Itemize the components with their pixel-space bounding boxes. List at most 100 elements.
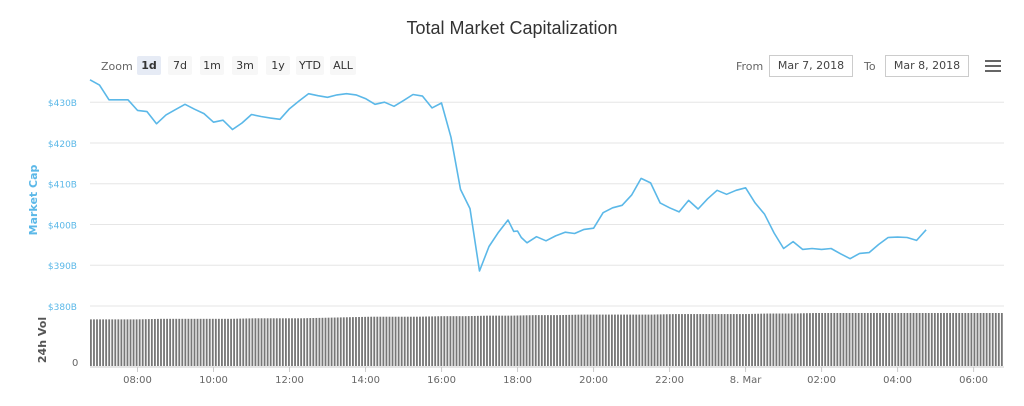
to-date-input[interactable]: Mar 8, 2018 <box>885 55 969 77</box>
volume-bar <box>547 315 549 366</box>
volume-bar <box>793 313 796 366</box>
volume-bar <box>284 318 287 366</box>
volume-bar <box>428 316 431 366</box>
volume-bar <box>376 316 379 366</box>
volume-bar <box>757 313 760 366</box>
market-cap-line <box>89 79 927 272</box>
volume-bar <box>988 313 991 366</box>
volume-bar <box>607 314 610 366</box>
volume-bar <box>248 318 251 366</box>
zoom-button-ytd[interactable]: YTD <box>296 56 324 75</box>
volume-bar <box>836 313 839 366</box>
volume-bar <box>236 318 239 366</box>
volume-bar <box>799 313 802 366</box>
zoom-button-1m[interactable]: 1m <box>200 56 224 75</box>
volume-bar <box>111 319 114 366</box>
volume-bar <box>531 315 534 366</box>
zoom-button-7d[interactable]: 7d <box>168 56 192 75</box>
volume-bar <box>802 313 805 366</box>
y-tick-label: $410B <box>48 181 77 191</box>
from-date-input[interactable]: Mar 7, 2018 <box>769 55 853 77</box>
volume-bar <box>483 315 485 366</box>
volume-bar <box>614 314 616 366</box>
volume-bar <box>699 314 702 366</box>
volume-bar <box>729 314 732 366</box>
volume-bar <box>659 314 662 366</box>
volume-bar <box>105 319 108 366</box>
zoom-button-1d[interactable]: 1d <box>137 56 161 75</box>
to-label: To <box>864 60 876 73</box>
hamburger-menu-icon[interactable] <box>985 60 1001 72</box>
volume-bar <box>723 314 726 366</box>
volume-bar <box>909 313 912 366</box>
volume-bar <box>818 313 820 366</box>
volume-bar <box>117 319 120 366</box>
volume-bar <box>970 313 973 366</box>
volume-bar <box>598 314 601 366</box>
volume-bar <box>169 318 172 366</box>
volume-bar <box>318 317 321 366</box>
volume-bar <box>857 313 860 366</box>
volume-bar <box>589 314 592 366</box>
volume-bar <box>967 313 970 366</box>
zoom-button-all[interactable]: ALL <box>330 56 356 75</box>
x-tick-label: 18:00 <box>503 375 532 386</box>
volume-bar <box>952 313 955 366</box>
volume-bar <box>955 313 958 366</box>
volume-bar <box>787 313 790 366</box>
volume-bar <box>297 318 299 366</box>
volume-bar <box>784 313 787 366</box>
volume-bar <box>668 314 671 366</box>
volume-bar <box>763 313 766 366</box>
volume-bar <box>513 315 516 366</box>
volume-bar <box>473 315 476 366</box>
volume-bar <box>239 318 242 366</box>
volume-bar <box>153 318 156 366</box>
volume-bar <box>440 316 443 366</box>
volume-bar <box>507 315 510 366</box>
volume-bar <box>327 317 330 366</box>
volume-bar <box>662 314 665 366</box>
volume-bar <box>254 318 257 366</box>
volume-bar <box>949 313 951 366</box>
volume-bar <box>537 315 540 366</box>
volume-bar <box>184 318 187 366</box>
volume-bar <box>263 318 266 366</box>
volume-bar <box>93 319 95 366</box>
volume-bar <box>281 318 284 366</box>
volume-bar <box>705 314 708 366</box>
volume-bar <box>936 313 939 366</box>
volume-bar <box>498 315 501 366</box>
volume-bar <box>879 313 881 366</box>
volume-bar <box>312 318 315 366</box>
volume-bar <box>882 313 884 366</box>
volume-bar <box>665 314 668 366</box>
x-tick-label: 8. Mar <box>730 375 762 386</box>
x-tick-label: 04:00 <box>883 375 912 386</box>
volume-bar <box>696 314 699 366</box>
volume-bar <box>422 316 424 366</box>
zoom-button-3m[interactable]: 3m <box>232 56 258 75</box>
volume-bar <box>144 319 147 366</box>
volume-bar <box>266 318 269 366</box>
volume-bar <box>431 316 434 366</box>
y-tick-label: $400B <box>48 221 77 231</box>
volume-bar <box>534 315 537 366</box>
volume-bar <box>528 315 531 366</box>
volume-bar <box>653 314 656 366</box>
volume-bar <box>348 317 351 366</box>
volume-bar <box>419 316 421 366</box>
volume-bar <box>644 314 647 366</box>
volume-bar <box>918 313 921 366</box>
volume-bar <box>915 313 918 366</box>
zoom-button-1y[interactable]: 1y <box>266 56 290 75</box>
volume-bar <box>741 314 744 366</box>
volume-bar <box>172 318 175 366</box>
volume-bar <box>933 313 936 366</box>
volume-bar <box>876 313 878 366</box>
volume-bar <box>492 315 494 366</box>
volume-bar <box>245 318 248 366</box>
volume-bar <box>647 314 650 366</box>
volume-bar <box>294 318 296 366</box>
